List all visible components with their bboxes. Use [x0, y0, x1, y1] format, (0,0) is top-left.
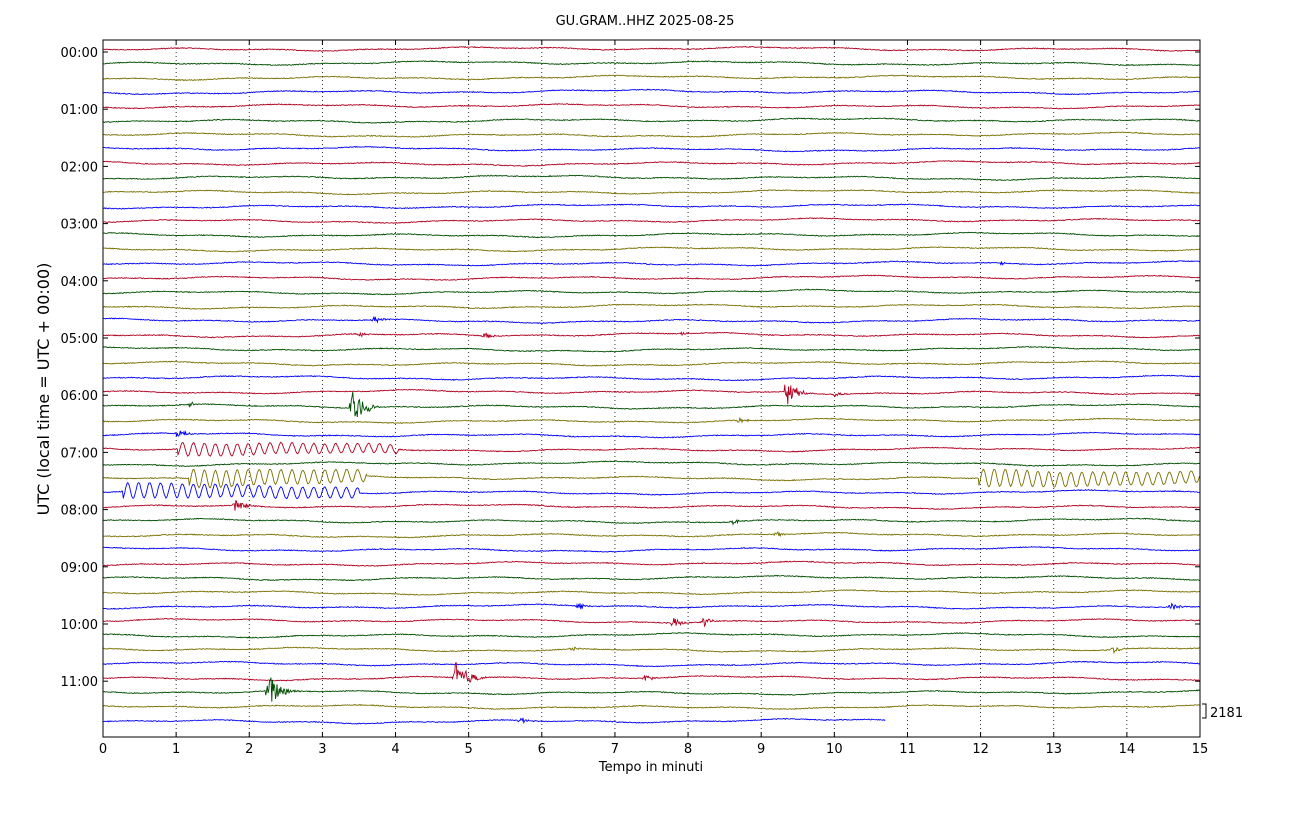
y-tick-label: 02:00 — [61, 160, 98, 175]
trace-line — [102, 217, 1200, 224]
trace-line — [102, 632, 1200, 639]
trace-line — [103, 131, 1200, 138]
trace-line — [102, 60, 1200, 67]
scale-value-label: 2181 — [1210, 706, 1243, 721]
trace-line — [102, 468, 1200, 489]
trace-line — [102, 646, 1200, 655]
trace-line — [102, 662, 1200, 683]
y-tick-label: 04:00 — [61, 275, 98, 290]
x-tick-label: 13 — [1045, 742, 1062, 757]
trace-line — [102, 482, 1200, 500]
trace-line — [102, 441, 1200, 457]
trace-line — [102, 430, 1200, 439]
x-tick-label: 4 — [391, 742, 399, 757]
trace-line — [102, 589, 1200, 596]
trace-line — [102, 174, 1200, 182]
x-tick-label: 12 — [972, 742, 989, 757]
x-axis-label: Tempo in minuti — [598, 760, 703, 775]
grid-lines — [175, 40, 1128, 737]
trace-line — [102, 677, 1200, 702]
y-tick-label: 07:00 — [61, 446, 98, 461]
trace-line — [102, 574, 1200, 582]
trace-line — [102, 331, 1200, 339]
y-tick-label: 09:00 — [61, 561, 98, 576]
scale-bracket — [1202, 703, 1207, 719]
x-axis: 0 1 2 3 4 5 6 7 8 9 10 11 12 13 14 15 — [99, 40, 1208, 757]
trace-line — [102, 145, 1200, 153]
plot-frame — [102, 39, 1201, 738]
y-tick-label: 11:00 — [61, 675, 98, 690]
y-tick-label: 08:00 — [61, 504, 98, 519]
trace-line — [102, 74, 1200, 82]
y-tick-label: 03:00 — [61, 218, 98, 233]
x-tick-label: 6 — [538, 742, 546, 757]
x-tick-label: 2 — [245, 742, 253, 757]
x-tick-label: 15 — [1192, 742, 1209, 757]
y-tick-label: 00:00 — [61, 46, 98, 61]
trace-line — [102, 246, 1200, 253]
y-tick-label: 05:00 — [61, 332, 98, 347]
trace-line — [102, 545, 1200, 553]
trace-line — [102, 560, 1200, 567]
trace-line — [102, 288, 1200, 296]
trace-line — [102, 103, 1200, 110]
trace-line — [102, 160, 1200, 167]
trace-line — [102, 617, 1200, 628]
x-tick-label: 0 — [99, 742, 107, 757]
x-tick-label: 9 — [757, 742, 765, 757]
traces-group — [102, 45, 1200, 725]
y-tick-label: 06:00 — [61, 389, 98, 404]
trace-line — [102, 203, 1200, 210]
trace-line — [102, 189, 1200, 196]
y-tick-label: 10:00 — [61, 618, 98, 633]
trace-line — [102, 274, 1200, 281]
x-tick-label: 5 — [465, 742, 473, 757]
x-tick-label: 11 — [899, 742, 916, 757]
trace-line — [102, 460, 1200, 467]
trace-line — [102, 517, 1200, 526]
x-tick-label: 8 — [684, 742, 692, 757]
chart-title: GU.GRAM..HHZ 2025-08-25 — [556, 14, 735, 29]
trace-line — [102, 384, 1200, 405]
y-tick-label: 01:00 — [61, 103, 98, 118]
trace-line — [102, 45, 1200, 52]
trace-line — [102, 499, 1200, 511]
trace-line — [102, 303, 1200, 310]
trace-line — [102, 660, 1200, 668]
trace-line — [102, 602, 1200, 610]
trace-line — [102, 345, 1200, 353]
x-tick-label: 7 — [611, 742, 619, 757]
trace-line — [102, 417, 1200, 424]
x-tick-label: 1 — [172, 742, 180, 757]
trace-line — [102, 703, 1200, 710]
trace-line — [102, 374, 1200, 382]
trace-line — [102, 231, 1200, 239]
y-axis-label: UTC (local time = UTC + 00:00) — [34, 263, 53, 516]
trace-line — [102, 391, 1200, 418]
y-axis: 00:00 01:00 02:00 03:00 04:00 05:00 06:00 07:00… — [61, 46, 1200, 690]
trace-line — [102, 717, 886, 725]
trace-line — [102, 260, 1200, 267]
trace-line — [102, 88, 1200, 96]
trace-line — [102, 315, 1200, 325]
trace-line — [102, 531, 1200, 539]
trace-line — [102, 117, 1200, 124]
trace-line — [102, 360, 1200, 367]
x-tick-label: 10 — [826, 742, 843, 757]
x-tick-label: 14 — [1119, 742, 1136, 757]
x-tick-label: 3 — [318, 742, 326, 757]
amplitude-scale-marker: 2181 — [1202, 703, 1243, 721]
